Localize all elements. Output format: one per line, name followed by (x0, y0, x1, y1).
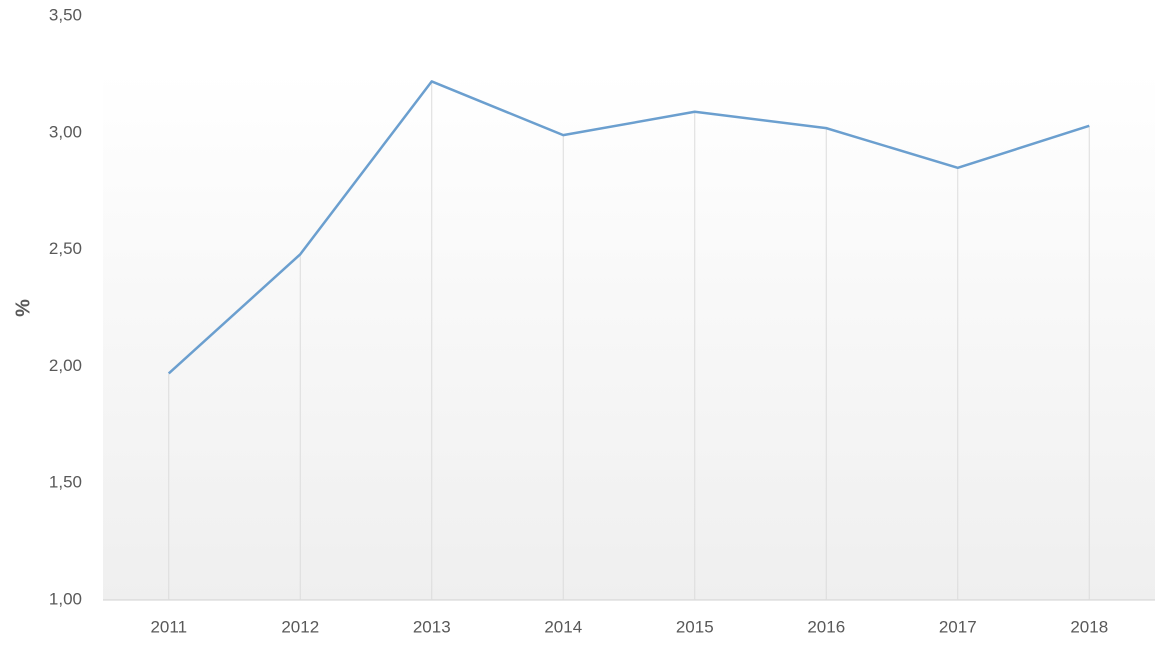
y-tick-label: 1,50 (49, 473, 82, 492)
y-axis-label: % (12, 299, 34, 317)
y-tick-label: 3,50 (49, 5, 82, 24)
x-tick-label: 2017 (939, 617, 977, 636)
y-tick-label: 1,00 (49, 589, 82, 608)
x-tick-label: 2016 (807, 617, 845, 636)
x-tick-label: 2014 (544, 617, 582, 636)
x-tick-label: 2013 (413, 617, 451, 636)
x-tick-label: 2012 (281, 617, 319, 636)
x-tick-label: 2011 (150, 617, 187, 636)
x-tick-label: 2015 (676, 617, 714, 636)
y-tick-label: 3,00 (49, 122, 82, 141)
data-line (167, 80, 1090, 375)
plot-background (103, 70, 1155, 600)
y-tick-label: 2,00 (49, 356, 82, 375)
x-tick-label: 2018 (1070, 617, 1108, 636)
y-tick-label: 2,50 (49, 239, 82, 258)
